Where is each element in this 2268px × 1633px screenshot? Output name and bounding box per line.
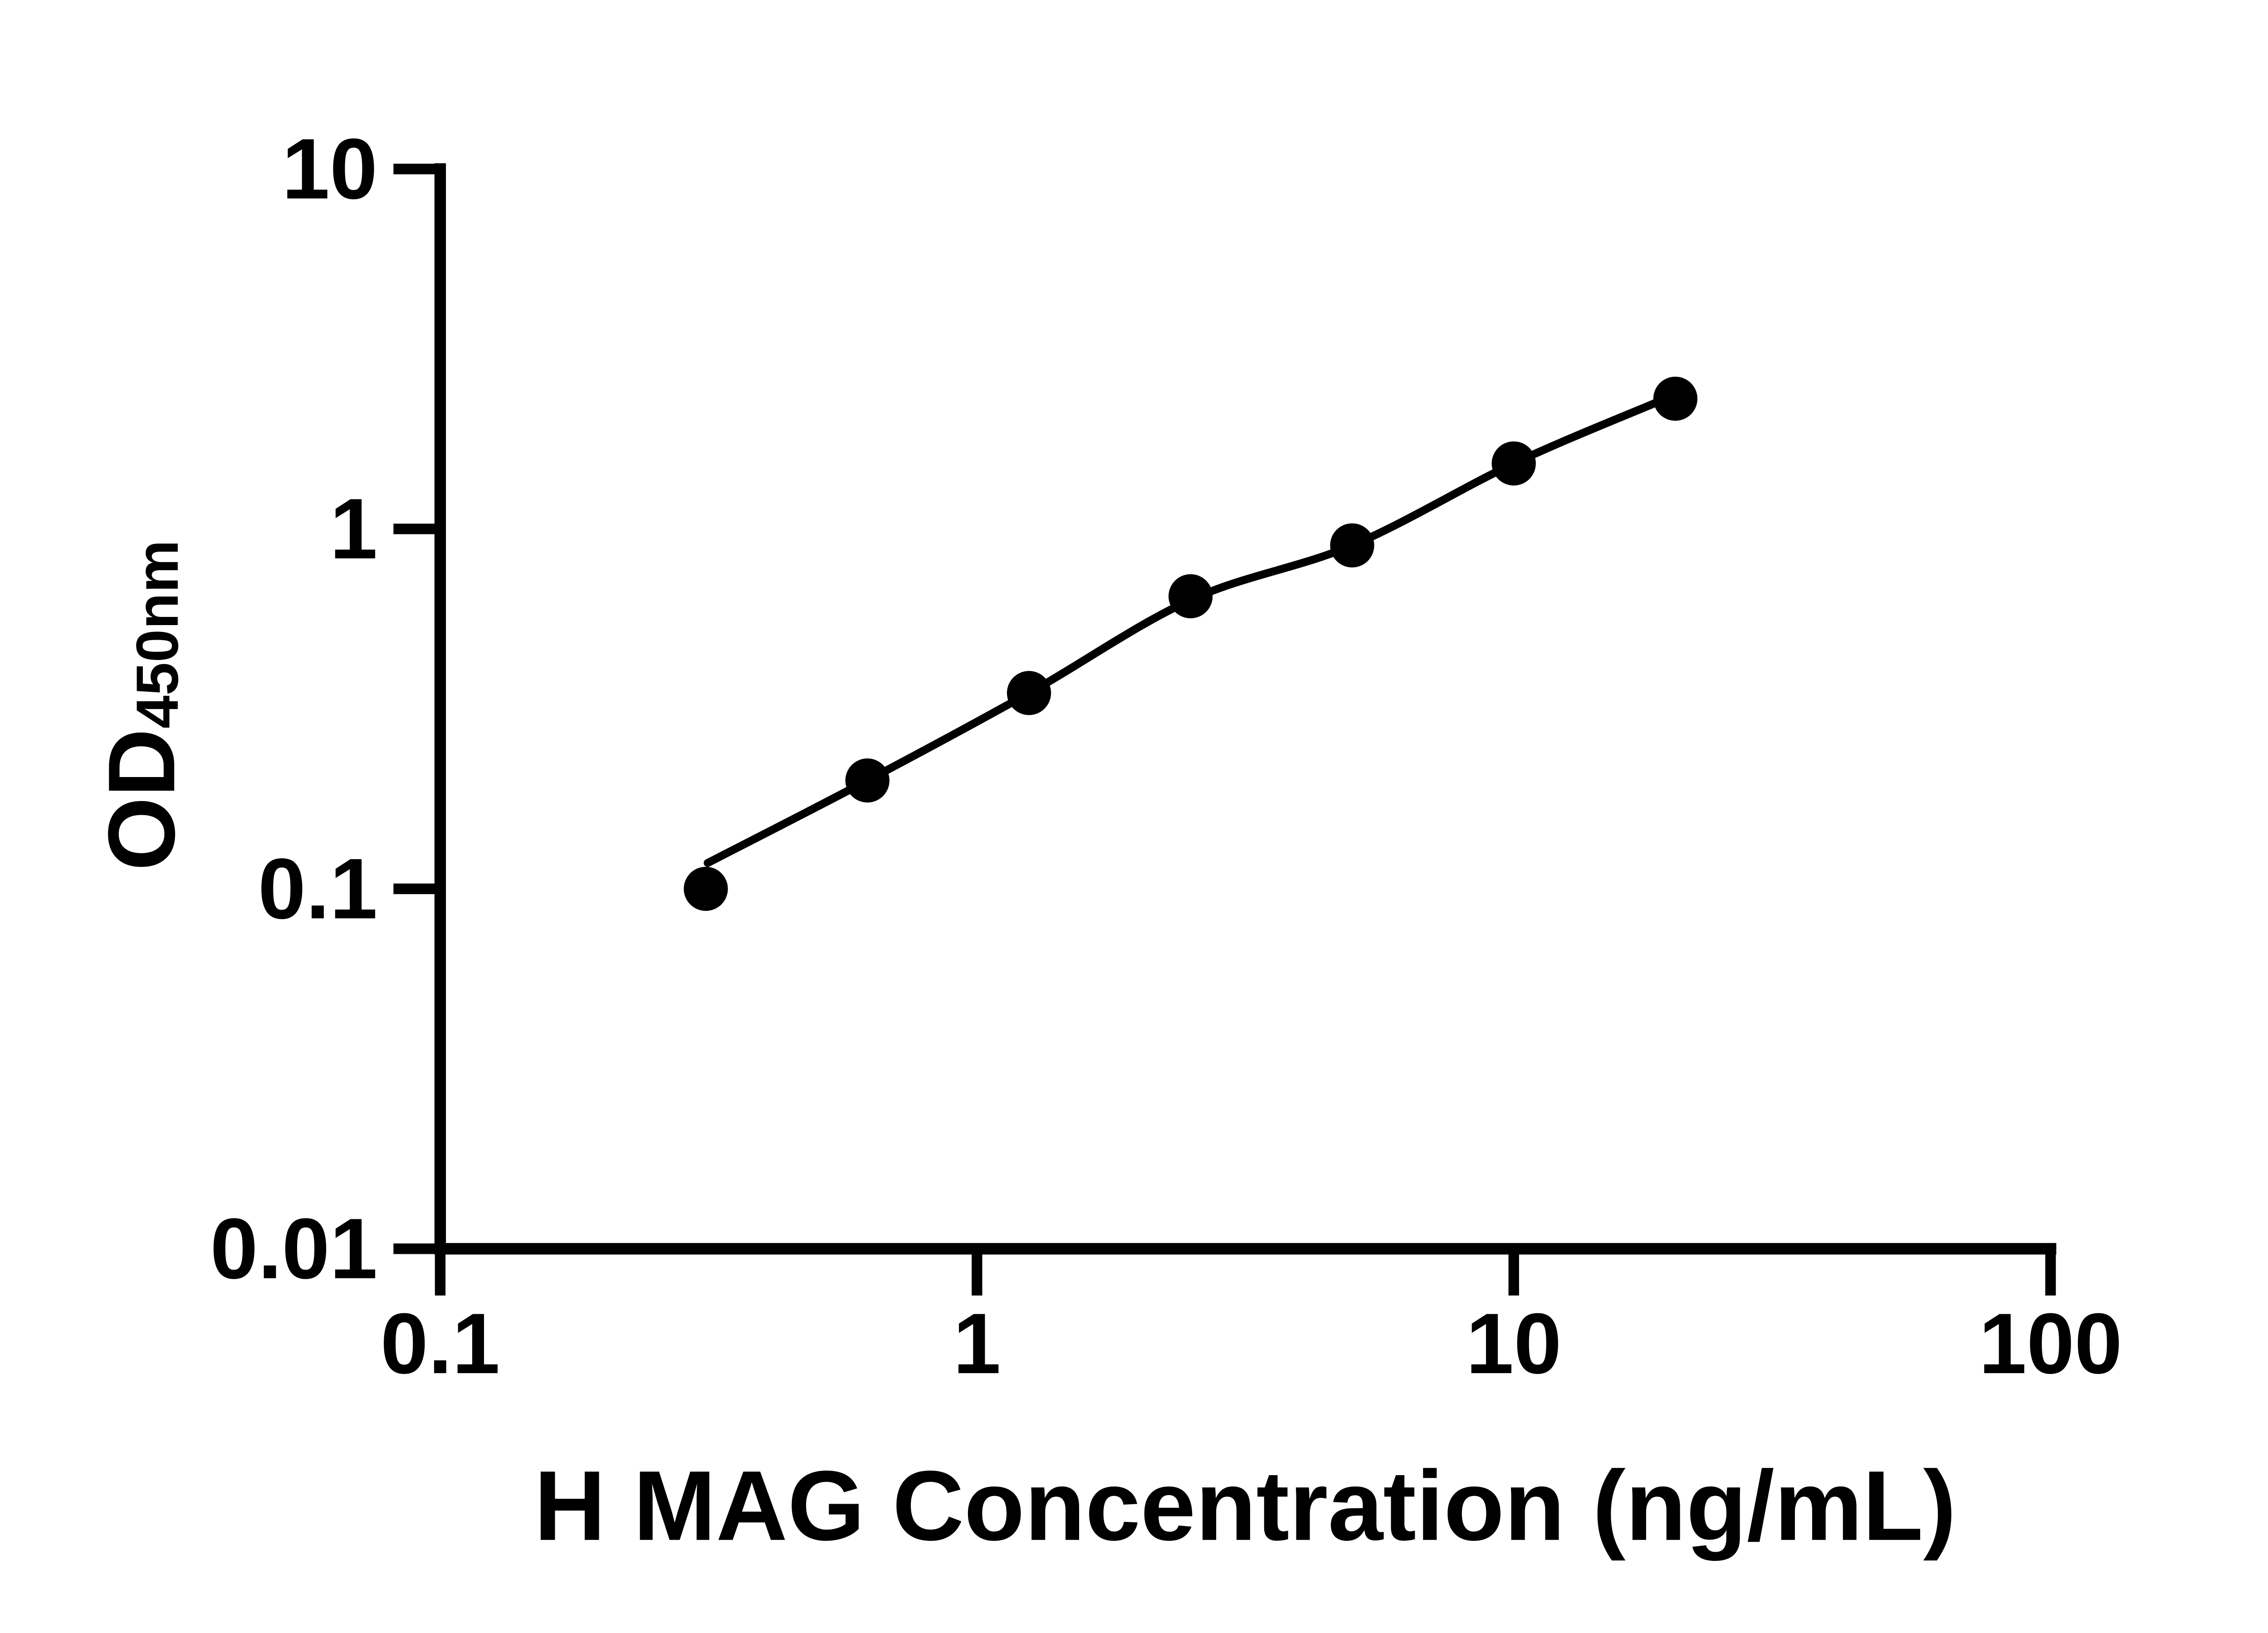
- data-point-4: [1168, 574, 1213, 619]
- data-point-5: [1330, 523, 1374, 567]
- x-tick-label-0.1: 0.1: [381, 1296, 500, 1392]
- y-tick-label-10: 10: [282, 121, 377, 217]
- data-point-1: [684, 866, 728, 911]
- data-point-2: [845, 758, 890, 803]
- data-point-7: [1653, 376, 1698, 421]
- x-tick-label-100: 100: [1979, 1296, 2122, 1392]
- x-tick-label-10: 10: [1466, 1296, 1562, 1392]
- y-axis-title-main: OD: [89, 728, 195, 871]
- y-tick-label-0.01: 0.01: [210, 1201, 377, 1297]
- x-tick-label-1: 1: [953, 1296, 1001, 1392]
- data-point-3: [1007, 671, 1051, 715]
- data-point-6: [1491, 441, 1536, 486]
- y-tick-label-1: 1: [330, 481, 377, 577]
- y-axis-title-sub: 450nm: [124, 540, 191, 728]
- y-axis-title: OD450nm: [89, 540, 195, 870]
- y-tick-label-0.1: 0.1: [258, 841, 378, 937]
- x-axis-title: H MAG Concentration (ng/mL): [534, 1451, 1956, 1561]
